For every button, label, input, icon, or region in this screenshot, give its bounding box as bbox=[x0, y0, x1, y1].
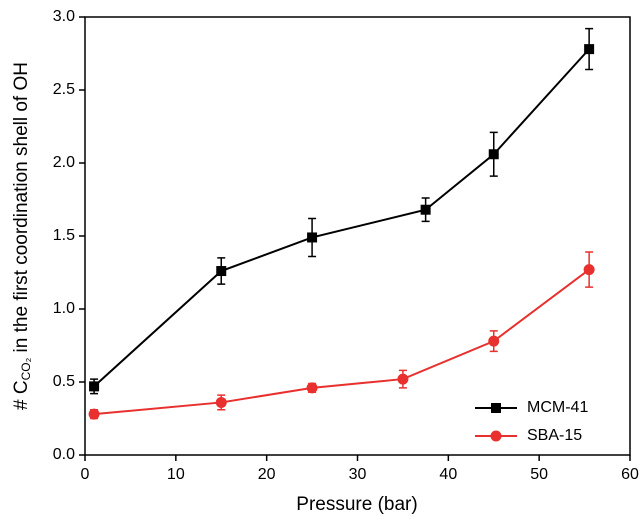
series-line bbox=[93, 48, 590, 388]
y-label-part: # C bbox=[11, 380, 32, 410]
x-tick-label: 40 bbox=[439, 466, 457, 483]
y-tick-label: 2.5 bbox=[53, 81, 75, 98]
data-point bbox=[306, 382, 318, 394]
y-tick-label: 0.0 bbox=[53, 446, 75, 463]
legend-marker bbox=[490, 430, 502, 442]
legend-label: SBA-15 bbox=[527, 427, 582, 444]
y-label-sub: CO₂ bbox=[19, 357, 33, 380]
x-tick-label: 30 bbox=[349, 466, 367, 483]
data-point bbox=[420, 204, 431, 215]
y-tick-label: 0.5 bbox=[53, 373, 75, 390]
y-axis-label: # CCO₂ in the first coordination shell o… bbox=[11, 62, 33, 410]
y-label-part: in the first coordination shell of OH bbox=[11, 62, 32, 358]
series-line bbox=[93, 268, 590, 416]
data-point bbox=[88, 408, 100, 420]
y-tick-label: 3.0 bbox=[53, 8, 75, 25]
data-point bbox=[583, 264, 595, 276]
data-point bbox=[215, 396, 227, 408]
data-point bbox=[89, 381, 100, 392]
data-point bbox=[488, 335, 500, 347]
data-point bbox=[397, 373, 409, 385]
x-tick-label: 60 bbox=[621, 466, 639, 483]
x-tick-label: 0 bbox=[81, 466, 90, 483]
data-point bbox=[307, 232, 318, 243]
data-point bbox=[216, 266, 227, 277]
data-point bbox=[584, 44, 595, 55]
legend-label: MCM-41 bbox=[527, 399, 588, 416]
x-tick-label: 20 bbox=[258, 466, 276, 483]
y-tick-label: 1.0 bbox=[53, 300, 75, 317]
y-tick-label: 2.0 bbox=[53, 154, 75, 171]
x-axis-label: Pressure (bar) bbox=[296, 494, 417, 515]
y-tick-label: 1.5 bbox=[53, 227, 75, 244]
x-tick-label: 50 bbox=[530, 466, 548, 483]
data-point bbox=[488, 149, 499, 160]
x-tick-label: 10 bbox=[167, 466, 185, 483]
legend-marker bbox=[491, 403, 501, 413]
plot-frame bbox=[84, 16, 631, 456]
